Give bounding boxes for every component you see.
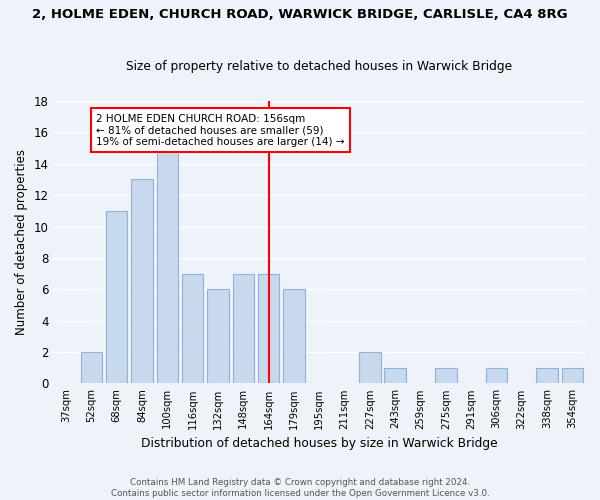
Bar — [283, 290, 305, 384]
Bar — [359, 352, 380, 384]
Text: 2 HOLME EDEN CHURCH ROAD: 156sqm
← 81% of detached houses are smaller (59)
19% o: 2 HOLME EDEN CHURCH ROAD: 156sqm ← 81% o… — [97, 114, 345, 147]
Bar — [131, 180, 153, 384]
Bar — [233, 274, 254, 384]
Text: Contains HM Land Registry data © Crown copyright and database right 2024.
Contai: Contains HM Land Registry data © Crown c… — [110, 478, 490, 498]
Bar — [435, 368, 457, 384]
Bar — [106, 211, 127, 384]
Bar — [485, 368, 507, 384]
Bar — [207, 290, 229, 384]
Bar — [80, 352, 102, 384]
Title: Size of property relative to detached houses in Warwick Bridge: Size of property relative to detached ho… — [126, 60, 512, 74]
Y-axis label: Number of detached properties: Number of detached properties — [15, 149, 28, 335]
Text: 2, HOLME EDEN, CHURCH ROAD, WARWICK BRIDGE, CARLISLE, CA4 8RG: 2, HOLME EDEN, CHURCH ROAD, WARWICK BRID… — [32, 8, 568, 20]
X-axis label: Distribution of detached houses by size in Warwick Bridge: Distribution of detached houses by size … — [141, 437, 497, 450]
Bar — [157, 148, 178, 384]
Bar — [258, 274, 280, 384]
Bar — [385, 368, 406, 384]
Bar — [562, 368, 583, 384]
Bar — [536, 368, 558, 384]
Bar — [182, 274, 203, 384]
